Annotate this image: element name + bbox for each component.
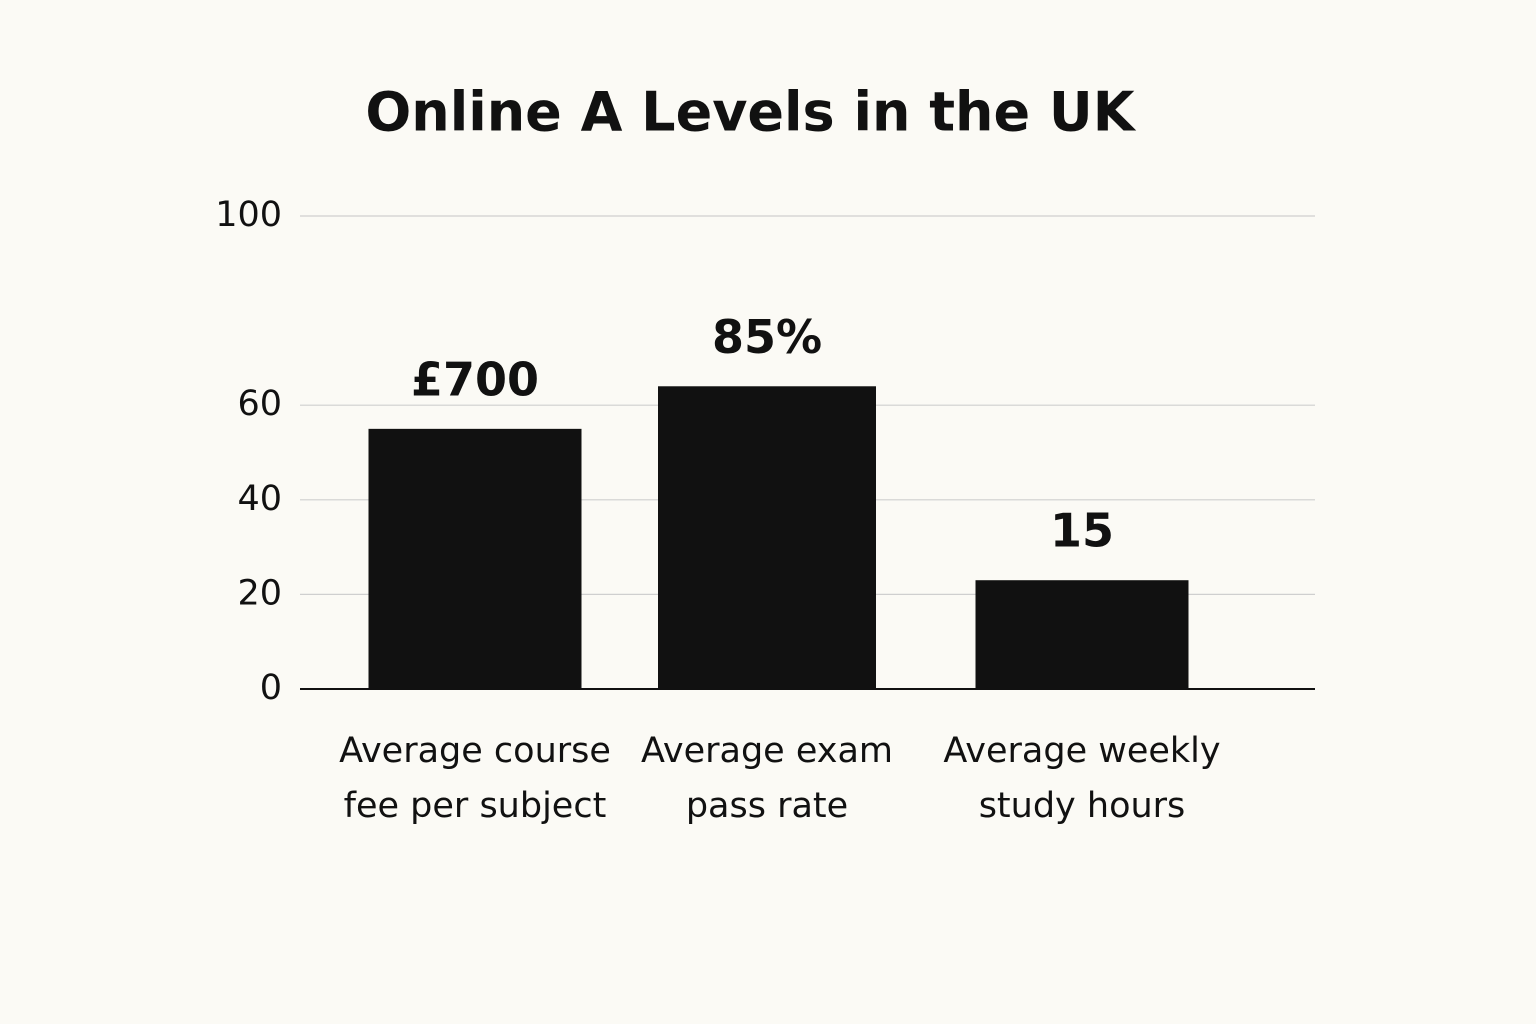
bar [975, 580, 1189, 689]
y-tick-label: 40 [237, 479, 282, 519]
value-label: 15 [1050, 504, 1114, 558]
bar [368, 428, 582, 689]
y-tick-label: 100 [215, 195, 282, 235]
y-tick-label: 60 [237, 384, 282, 424]
bar [658, 386, 876, 689]
x-tick-label: Average course fee per subject [339, 731, 611, 826]
value-label: 85% [712, 310, 822, 364]
value-label: £700 [411, 352, 539, 406]
x-tick-label: Average weekly study hours [943, 731, 1221, 826]
y-tick-label: 20 [237, 573, 282, 613]
y-tick-label: 0 [260, 668, 282, 708]
chart-title: Online A Levels in the UK [365, 81, 1136, 144]
x-tick-label: Average exam pass rate [640, 731, 894, 826]
